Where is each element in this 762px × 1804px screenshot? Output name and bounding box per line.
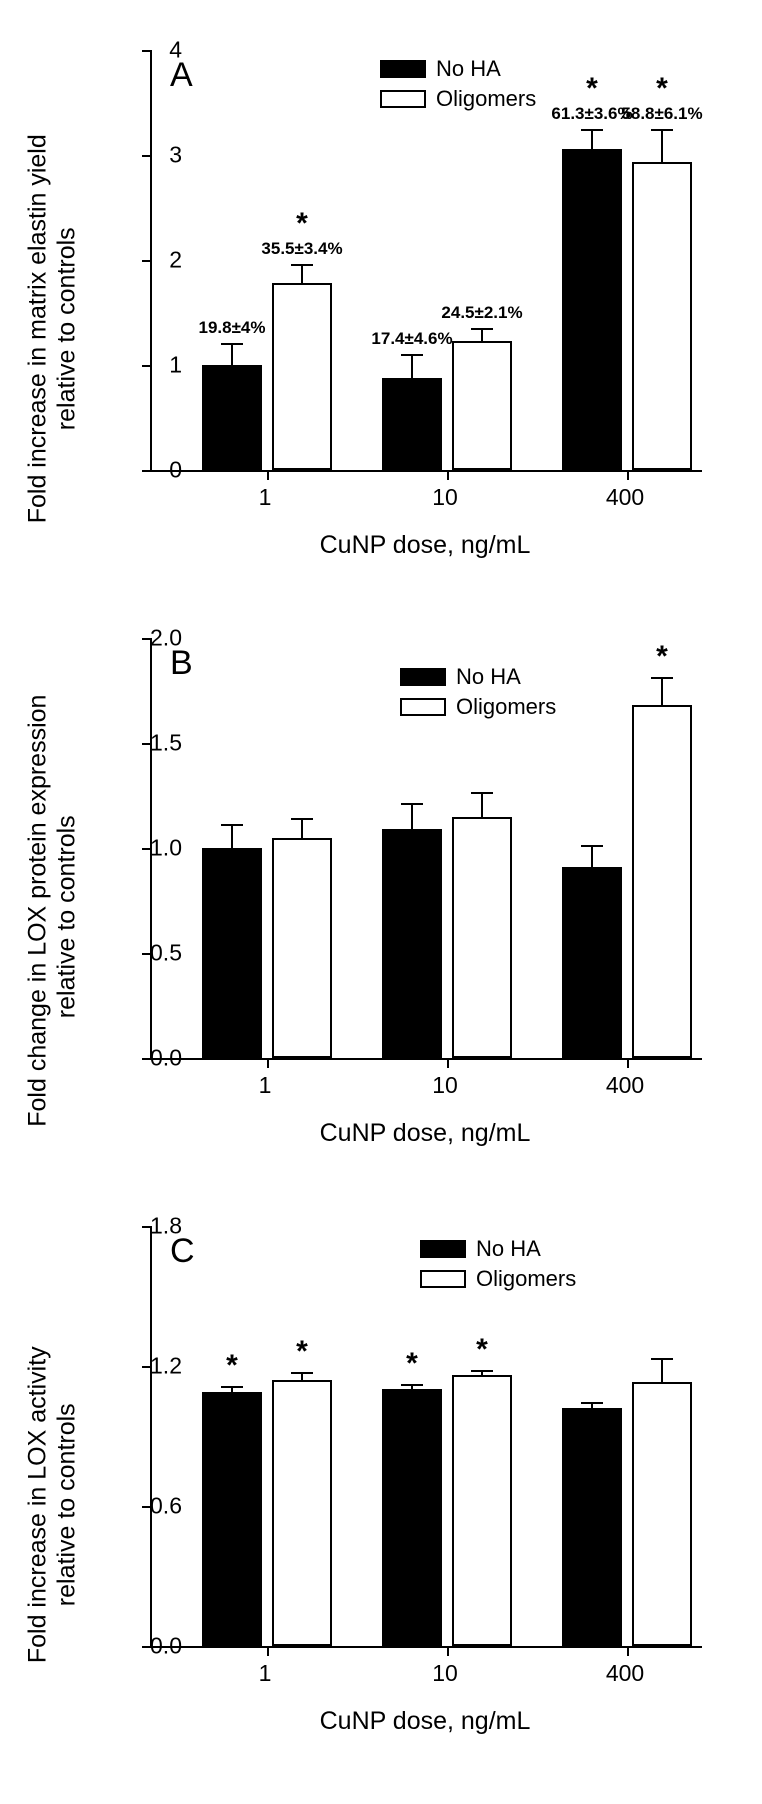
y-tick-label: 0 xyxy=(122,457,182,484)
significance-star: * xyxy=(296,1335,308,1369)
significance-star: * xyxy=(656,640,668,674)
legend-item-oligomers: Oligomers xyxy=(380,86,536,112)
x-tick-label: 10 xyxy=(432,1072,458,1099)
y-tick-label: 2.0 xyxy=(122,625,182,652)
bar-noha xyxy=(382,829,442,1058)
y-axis-label: Fold increase in matrix elastin yieldrel… xyxy=(23,119,81,539)
x-axis-label: CuNP dose, ng/mL xyxy=(150,1119,700,1148)
significance-star: * xyxy=(296,207,308,241)
bar-oligomers xyxy=(452,1375,512,1646)
legend: No HA Oligomers xyxy=(380,56,536,116)
bar-oligomers xyxy=(632,162,692,470)
legend-label: No HA xyxy=(436,56,501,82)
bar-noha xyxy=(562,149,622,470)
legend-item-noha: No HA xyxy=(420,1236,576,1262)
bar-noha xyxy=(202,1392,262,1646)
significance-star: * xyxy=(476,1333,488,1367)
x-axis-label: CuNP dose, ng/mL xyxy=(150,1707,700,1736)
bar-noha xyxy=(202,848,262,1058)
legend-label: Oligomers xyxy=(456,694,556,720)
legend-swatch-oligomers xyxy=(380,90,426,108)
y-tick-label: 3 xyxy=(122,142,182,169)
bar-noha xyxy=(562,1408,622,1646)
significance-star: * xyxy=(226,1349,238,1383)
bar-noha xyxy=(382,378,442,470)
panel-c: Fold increase in LOX activityrelative to… xyxy=(20,1196,742,1756)
bar-oligomers xyxy=(632,705,692,1058)
bar-annotation: 35.5±3.4% xyxy=(261,239,342,259)
legend: No HA Oligomers xyxy=(400,664,556,724)
significance-star: * xyxy=(586,72,598,106)
legend-item-noha: No HA xyxy=(400,664,556,690)
panel-b: Fold change in LOX protein expressionrel… xyxy=(20,608,742,1168)
legend-item-oligomers: Oligomers xyxy=(420,1266,576,1292)
bar-annotation: 24.5±2.1% xyxy=(441,303,522,323)
bar-annotation: 17.4±4.6% xyxy=(371,329,452,349)
x-tick-label: 10 xyxy=(432,1660,458,1687)
bar-oligomers xyxy=(272,1380,332,1646)
bar-oligomers xyxy=(272,283,332,470)
bar-noha xyxy=(562,867,622,1058)
y-tick-label: 0.6 xyxy=(122,1493,182,1520)
legend-swatch-noha xyxy=(380,60,426,78)
panel-a: Fold increase in matrix elastin yieldrel… xyxy=(20,20,742,580)
bar-oligomers xyxy=(632,1382,692,1646)
bar-annotation: 19.8±4% xyxy=(199,318,266,338)
legend-item-oligomers: Oligomers xyxy=(400,694,556,720)
x-axis-label: CuNP dose, ng/mL xyxy=(150,531,700,560)
y-tick-label: 1.2 xyxy=(122,1353,182,1380)
legend-label: No HA xyxy=(476,1236,541,1262)
y-tick-label: 1.0 xyxy=(122,835,182,862)
significance-star: * xyxy=(656,72,668,106)
x-tick-label: 400 xyxy=(606,1072,644,1099)
y-tick-label: 0.5 xyxy=(122,940,182,967)
figure: Fold increase in matrix elastin yieldrel… xyxy=(20,20,742,1756)
bar-noha xyxy=(382,1389,442,1646)
x-tick-label: 1 xyxy=(259,1072,272,1099)
legend-swatch-oligomers xyxy=(400,698,446,716)
x-tick-label: 10 xyxy=(432,484,458,511)
bar-oligomers xyxy=(272,838,332,1059)
x-tick-label: 400 xyxy=(606,484,644,511)
y-tick-label: 1 xyxy=(122,352,182,379)
bar-oligomers xyxy=(452,817,512,1059)
bar-annotation: 58.8±6.1% xyxy=(621,104,702,124)
legend: No HA Oligomers xyxy=(420,1236,576,1296)
y-tick-label: 2 xyxy=(122,247,182,274)
bar-noha xyxy=(202,365,262,470)
y-tick-label: 4 xyxy=(122,37,182,64)
y-axis-label: Fold change in LOX protein expressionrel… xyxy=(23,707,81,1127)
x-tick-label: 1 xyxy=(259,484,272,511)
x-tick-label: 1 xyxy=(259,1660,272,1687)
x-tick-label: 400 xyxy=(606,1660,644,1687)
legend-swatch-oligomers xyxy=(420,1270,466,1288)
y-tick-label: 1.5 xyxy=(122,730,182,757)
legend-swatch-noha xyxy=(420,1240,466,1258)
significance-star: * xyxy=(406,1347,418,1381)
legend-label: No HA xyxy=(456,664,521,690)
y-tick-label: 0.0 xyxy=(122,1633,182,1660)
y-tick-label: 0.0 xyxy=(122,1045,182,1072)
legend-label: Oligomers xyxy=(476,1266,576,1292)
bar-annotation: 61.3±3.6% xyxy=(551,104,632,124)
bar-oligomers xyxy=(452,341,512,470)
y-tick-label: 1.8 xyxy=(122,1213,182,1240)
legend-label: Oligomers xyxy=(436,86,536,112)
legend-swatch-noha xyxy=(400,668,446,686)
y-axis-label: Fold increase in LOX activityrelative to… xyxy=(23,1295,81,1715)
legend-item-noha: No HA xyxy=(380,56,536,82)
